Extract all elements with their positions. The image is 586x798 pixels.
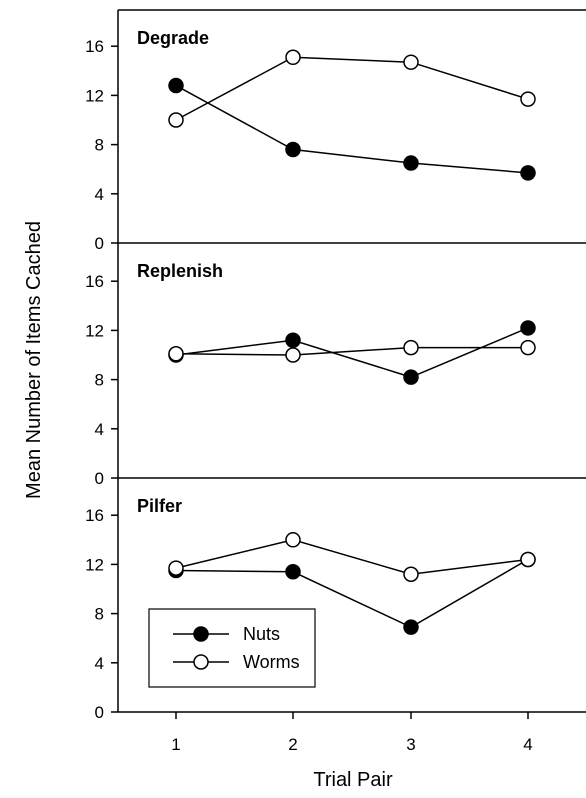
y-tick-label: 0 [95,234,104,253]
data-point-nuts [403,369,419,385]
data-point-worms [403,54,419,70]
data-point-nuts [168,77,184,94]
y-tick-label: 12 [85,86,104,105]
chart-legend: Nuts Worms [148,608,316,688]
data-point-nuts [403,155,419,171]
x-tick-label: 2 [288,735,297,754]
legend-marker-worms [193,654,209,670]
series-line-worms [175,346,528,356]
y-tick-label: 12 [85,555,104,574]
data-point-nuts [285,332,301,348]
y-tick-label: 0 [95,469,104,488]
data-point-worms [520,91,536,107]
data-point-nuts [285,564,301,580]
x-tick-label: 1 [171,735,180,754]
data-point-nuts [520,320,536,336]
series-line-nuts [175,558,529,628]
y-tick-label: 16 [85,506,104,525]
panel-replenish: 0 4 8 12 16 Replenish [85,243,586,488]
x-tick-label: 4 [523,735,532,754]
legend-marker-nuts [193,626,209,642]
data-point-nuts [285,141,301,158]
data-point-worms [520,551,536,568]
series-line-worms [175,539,529,576]
series-line-nuts [175,327,529,378]
x-axis-title: Trial Pair [313,769,393,791]
y-tick-label: 16 [85,272,104,291]
data-point-worms [403,566,419,582]
data-point-nuts [403,619,419,635]
data-point-worms [520,339,536,356]
data-point-worms [168,112,184,128]
y-tick-label: 8 [95,605,104,624]
y-tick-label: 8 [95,371,104,390]
y-tick-label: 16 [85,37,104,56]
data-point-worms [403,339,419,356]
panel-degrade: 0 4 8 12 16 Degrade [85,9,586,253]
y-tick-label: 0 [95,703,104,722]
legend-label-worms: Worms [243,652,300,672]
data-point-worms [285,347,301,363]
data-point-worms [285,532,301,548]
data-point-worms [285,49,301,66]
y-tick-label: 4 [95,185,104,204]
x-tick-label: 3 [406,735,415,754]
y-axis-title: Mean Number of Items Cached [23,221,45,499]
legend-label-nuts: Nuts [243,624,280,644]
y-tick-label: 12 [85,321,104,340]
y-tick-label: 8 [95,136,104,155]
y-tick-label: 4 [95,654,104,673]
series-line-nuts [175,84,529,174]
legend-box [148,608,316,688]
panel-title: Replenish [137,261,223,281]
y-tick-label: 4 [95,420,104,439]
panel-title: Pilfer [137,496,182,516]
panel-title: Degrade [137,28,209,48]
data-point-nuts [520,165,536,181]
series-line-worms [175,56,529,121]
data-point-worms [168,346,184,362]
data-point-worms [168,560,184,576]
